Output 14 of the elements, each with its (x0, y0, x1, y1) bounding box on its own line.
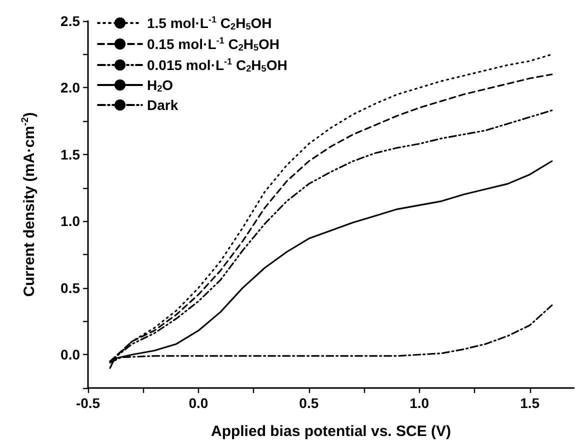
x-tick-label: 1.0 (410, 395, 430, 411)
y-tick-label: 2.5 (60, 13, 80, 29)
y-tick-label: 1.5 (60, 146, 80, 162)
y-tick-label: 2.0 (60, 80, 80, 96)
y-tick-label: 0.5 (60, 280, 80, 296)
legend-label: Dark (147, 97, 178, 113)
x-tick-label: 0.0 (188, 395, 208, 411)
y-tick-label: 0.0 (60, 346, 80, 363)
x-tick-label: -0.5 (76, 395, 100, 411)
x-axis-title: Applied bias potential vs. SCE (V) (210, 423, 452, 440)
y-tick-label: 1.0 (60, 213, 80, 230)
x-tick-label: 1.5 (520, 395, 540, 411)
x-tick-label: 0.5 (299, 395, 319, 411)
y-axis-title: Current density (mA·cm-2) (20, 112, 38, 297)
